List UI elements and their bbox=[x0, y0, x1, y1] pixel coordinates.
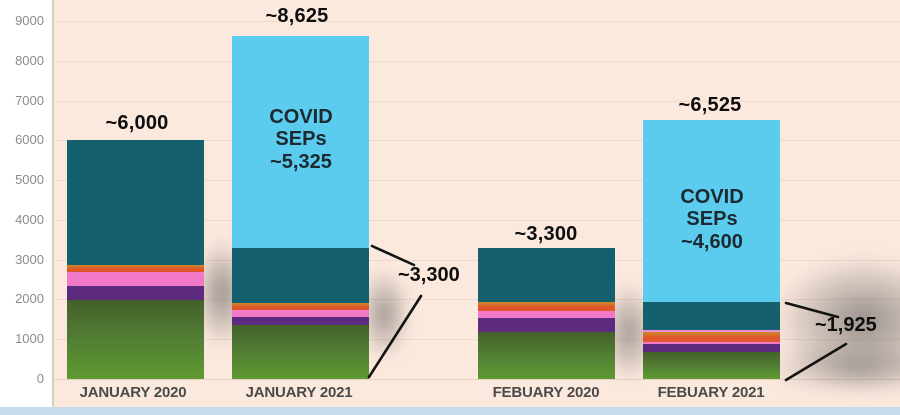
bar-january-2020 bbox=[67, 140, 204, 379]
segment-covid-sep-january-2021 bbox=[232, 35, 369, 248]
y-tick-label-7000: 7000 bbox=[15, 92, 44, 108]
gridline-5000 bbox=[52, 180, 900, 182]
gridline-7000 bbox=[52, 100, 900, 102]
segment-purple-febuary-2020 bbox=[478, 318, 615, 333]
y-tick-label-2000: 2000 bbox=[15, 291, 44, 307]
segment-pink-january-2021 bbox=[232, 310, 369, 318]
total-febuary-2021: ~6,525 bbox=[678, 94, 742, 116]
x-axis: JANUARY 2020 JANUARY 2021 FEBUARY 2020 F… bbox=[0, 384, 900, 406]
segment-orange-january-2020 bbox=[67, 265, 204, 273]
y-tick-label-4000: 4000 bbox=[15, 211, 44, 227]
bar-febuary-2021 bbox=[643, 119, 780, 379]
total-january-2020: ~6,000 bbox=[105, 112, 169, 134]
covid-label-line: SEPs bbox=[686, 208, 738, 231]
total-january-2021: ~8,625 bbox=[265, 5, 329, 27]
gridline-8000 bbox=[52, 60, 900, 62]
gridline-2000 bbox=[52, 299, 900, 301]
y-tick-label-3000: 3000 bbox=[15, 251, 44, 267]
x-label-january-2020: JANUARY 2020 bbox=[79, 384, 187, 401]
segment-orange-january-2021 bbox=[232, 303, 369, 311]
gridline-1000 bbox=[52, 339, 900, 341]
covid-label-line: COVID bbox=[269, 106, 333, 128]
total-febuary-2020: ~3,300 bbox=[514, 223, 578, 245]
x-label-febuary-2020: FEBUARY 2020 bbox=[492, 384, 600, 401]
x-label-january-2021: JANUARY 2021 bbox=[245, 384, 353, 401]
segment-purple-january-2020 bbox=[67, 285, 204, 301]
segment-pink-febuary-2021 bbox=[643, 342, 780, 345]
callout-line-jan2021-bottom bbox=[367, 294, 423, 379]
segment-pink-january-2020 bbox=[67, 272, 204, 286]
y-tick-label-9000: 9000 bbox=[15, 13, 44, 28]
segment-teal-febuary-2020 bbox=[478, 247, 615, 303]
y-tick-label-0: 0 bbox=[36, 371, 44, 386]
segment-green-febuary-2020 bbox=[478, 332, 615, 379]
segment-teal-febuary-2021 bbox=[643, 302, 780, 331]
segment-green-january-2020 bbox=[67, 300, 204, 379]
gridline-3000 bbox=[52, 259, 900, 261]
covid-label-line: SEPs bbox=[275, 128, 327, 151]
y-tick-label-8000: 8000 bbox=[15, 52, 44, 68]
segment-green-febuary-2021 bbox=[643, 352, 780, 379]
callout-line-feb2021-bottom bbox=[784, 342, 848, 382]
callout-line-jan2021-top bbox=[370, 244, 416, 267]
covid-label-line: COVID bbox=[680, 186, 744, 208]
covid-label-line: ~4,600 bbox=[681, 230, 743, 253]
bar-shadow-feb2021-lower bbox=[764, 340, 900, 395]
segment-covid-sep-febuary-2021 bbox=[643, 119, 780, 303]
bar-febuary-2020 bbox=[478, 247, 615, 379]
callout-lines bbox=[367, 244, 848, 382]
segment-green-january-2021 bbox=[232, 325, 369, 379]
segment-purple-febuary-2021 bbox=[643, 344, 780, 353]
y-axis-line bbox=[52, 0, 54, 407]
covid-seps-label-febuary-2021: COVID SEPs ~4,600 bbox=[680, 186, 743, 253]
segment-orange-febuary-2021 bbox=[643, 332, 780, 343]
gridline-9000 bbox=[52, 21, 900, 22]
plot-area: ~6,000 ~8,625 ~3,300 ~6,525 COVID SEPs ~… bbox=[52, 0, 900, 407]
covid-seps-label-january-2021: COVID SEPs ~5,325 bbox=[269, 106, 332, 173]
gridline-6000 bbox=[52, 140, 900, 142]
y-tick-label-5000: 5000 bbox=[15, 172, 44, 188]
segment-orange-febuary-2020 bbox=[478, 302, 615, 312]
segment-teal-january-2021 bbox=[232, 247, 369, 304]
bar-january-2021 bbox=[232, 35, 369, 379]
y-tick-label-6000: 6000 bbox=[15, 132, 44, 148]
segment-pink-febuary-2020 bbox=[478, 311, 615, 319]
segment-teal-january-2020 bbox=[67, 140, 204, 266]
callout-feb2021-noncovid: ~1,925 bbox=[815, 314, 877, 336]
segment-purple-january-2021 bbox=[232, 317, 369, 326]
segment-pink-thin-febuary-2021 bbox=[643, 330, 780, 333]
y-axis: 0 1000 2000 3000 4000 5000 6000 7000 8000 9000 bbox=[0, 0, 48, 407]
gridline-4000 bbox=[52, 219, 900, 221]
covid-label-line: ~5,325 bbox=[270, 150, 332, 173]
x-label-febuary-2021: FEBUARY 2021 bbox=[657, 384, 765, 401]
y-tick-label-1000: 1000 bbox=[15, 331, 44, 347]
callout-line-feb2021-top bbox=[784, 301, 840, 319]
gridline-0 bbox=[52, 379, 900, 380]
callout-jan2021-noncovid: ~3,300 bbox=[398, 264, 460, 286]
bottom-accent-strip bbox=[0, 407, 900, 415]
bar-shadow-feb2021 bbox=[772, 255, 900, 385]
